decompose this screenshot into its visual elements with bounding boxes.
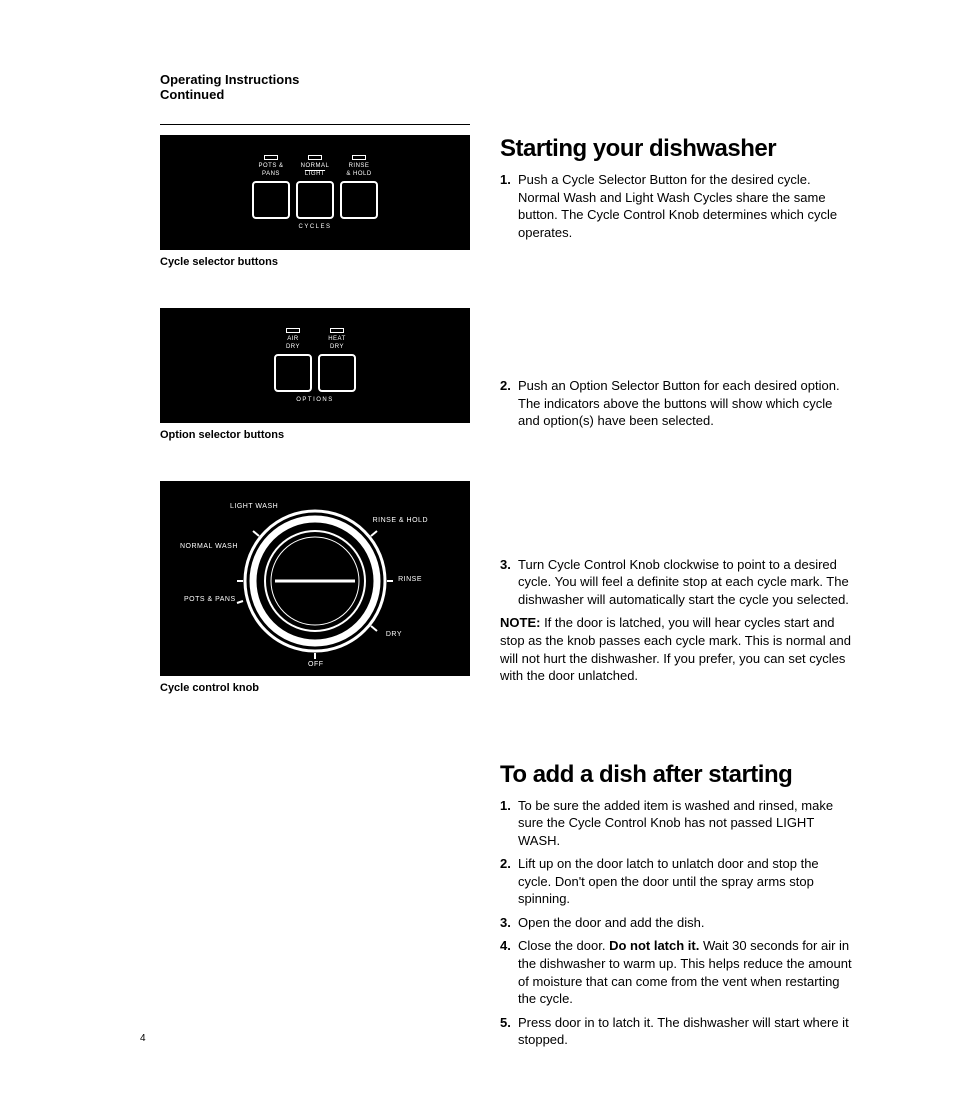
knob-label-off: OFF xyxy=(308,661,324,668)
option-selector-caption: Option selector buttons xyxy=(160,429,470,441)
indicator-icon xyxy=(286,328,300,333)
indicator-icon xyxy=(330,328,344,333)
knob-label-rinse-hold: RINSE & HOLD xyxy=(373,517,428,524)
option-button xyxy=(318,354,356,392)
add-dish-step-5: Press door in to latch it. The dishwashe… xyxy=(500,1014,854,1049)
cycle-button xyxy=(340,181,378,219)
starting-step-3-block: Turn Cycle Control Knob clockwise to poi… xyxy=(500,556,854,685)
add-dish-step-2: Lift up on the door latch to unlatch doo… xyxy=(500,855,854,908)
knob-label-light-wash: LIGHT WASH xyxy=(230,503,278,510)
text-column: Starting your dishwasher Push a Cycle Se… xyxy=(500,135,854,1055)
cycle-label: POTS & PANS xyxy=(258,163,283,177)
indicator-icon xyxy=(264,155,278,160)
option-button xyxy=(274,354,312,392)
cycle-button xyxy=(296,181,334,219)
knob-label-pots-pans: POTS & PANS xyxy=(184,596,236,603)
header-line-1: Operating Instructions xyxy=(160,72,854,87)
starting-step-3: Turn Cycle Control Knob clockwise to poi… xyxy=(500,556,854,609)
starting-title: Starting your dishwasher xyxy=(500,135,854,163)
indicator-icon xyxy=(308,155,322,160)
add-dish-step-3: Open the door and add the dish. xyxy=(500,914,854,932)
indicator-icon xyxy=(352,155,366,160)
cycle-knob-caption: Cycle control knob xyxy=(160,682,470,694)
add-dish-steps: To be sure the added item is washed and … xyxy=(500,797,854,1049)
cycle-label: NORMAL LIGHT xyxy=(301,163,330,177)
starting-step-2-block: Push an Option Selector Button for each … xyxy=(500,377,854,430)
option-label: HEAT DRY xyxy=(328,336,346,350)
starting-steps: Push a Cycle Selector Button for the des… xyxy=(500,171,854,241)
knob-label-dry: DRY xyxy=(386,631,402,638)
add-dish-step-1: To be sure the added item is washed and … xyxy=(500,797,854,850)
note-prefix: NOTE: xyxy=(500,615,540,630)
page-header: Operating Instructions Continued xyxy=(160,72,854,102)
add-dish-title: To add a dish after starting xyxy=(500,761,854,789)
cycle-button-normal-light: NORMAL LIGHT xyxy=(296,155,334,218)
starting-step-2: Push an Option Selector Button for each … xyxy=(500,377,854,430)
starting-step-1: Push a Cycle Selector Button for the des… xyxy=(500,171,854,241)
header-line-2: Continued xyxy=(160,87,854,102)
option-button-group: AIR DRY HEAT DRY xyxy=(274,328,356,391)
page-number: 4 xyxy=(140,1033,146,1044)
cycle-knob-panel: LIGHT WASH RINSE & HOLD NORMAL WASH RINS… xyxy=(160,481,470,676)
option-label: AIR DRY xyxy=(286,336,300,350)
cycle-button-pots-pans: POTS & PANS xyxy=(252,155,290,218)
step4-bold: Do not latch it. xyxy=(609,938,699,953)
knob-label-normal-wash: NORMAL WASH xyxy=(180,543,238,550)
cycle-button xyxy=(252,181,290,219)
cycle-selector-panel: POTS & PANS NORMAL LIGHT RINSE & HOLD xyxy=(160,135,470,250)
cycle-button-group: POTS & PANS NORMAL LIGHT RINSE & HOLD xyxy=(252,155,378,218)
note-body: If the door is latched, you will hear cy… xyxy=(500,615,851,683)
cycle-button-rinse-hold: RINSE & HOLD xyxy=(340,155,378,218)
cycle-group-caption: CYCLES xyxy=(298,224,331,230)
starting-note: NOTE: If the door is latched, you will h… xyxy=(500,614,854,684)
figures-column: POTS & PANS NORMAL LIGHT RINSE & HOLD xyxy=(160,135,470,1055)
knob-dial-icon xyxy=(160,481,470,676)
option-button-heat-dry: HEAT DRY xyxy=(318,328,356,391)
option-button-air-dry: AIR DRY xyxy=(274,328,312,391)
step4-pre: Close the door. xyxy=(518,938,609,953)
option-group-caption: OPTIONS xyxy=(296,397,334,403)
add-dish-step-4: Close the door. Do not latch it. Wait 30… xyxy=(500,937,854,1007)
cycle-label: RINSE & HOLD xyxy=(346,163,371,177)
cycle-selector-caption: Cycle selector buttons xyxy=(160,256,470,268)
knob-label-rinse: RINSE xyxy=(398,576,422,583)
add-dish-section: To add a dish after starting To be sure … xyxy=(500,761,854,1049)
header-divider xyxy=(160,124,470,125)
starting-section: Starting your dishwasher Push a Cycle Se… xyxy=(500,135,854,241)
option-selector-panel: AIR DRY HEAT DRY OPTIONS xyxy=(160,308,470,423)
